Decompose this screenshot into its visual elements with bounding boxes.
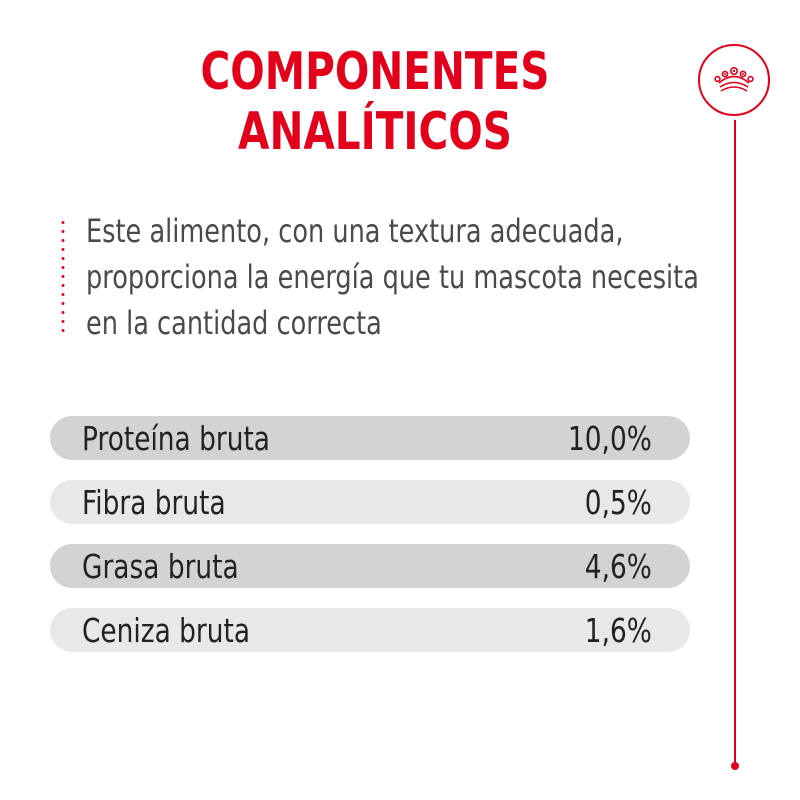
component-label: Ceniza bruta (82, 611, 251, 650)
components-table: Proteína bruta 10,0% Fibra bruta 0,5% Gr… (50, 416, 690, 672)
description-line-3: en la cantidad correcta (86, 304, 382, 342)
brand-logo (698, 44, 770, 116)
component-label: Fibra bruta (82, 483, 226, 522)
description-line-1: Este alimento, con una textura adecuada, (86, 212, 624, 250)
title-line-2: ANALÍTICOS (238, 102, 512, 162)
description-text: Este alimento, con una textura adecuada,… (86, 208, 699, 346)
component-value: 1,6% (584, 611, 652, 650)
component-value: 10,0% (568, 419, 652, 458)
description-line-2: proporciona la energía que tu mascota ne… (86, 258, 699, 296)
table-row: Proteína bruta 10,0% (50, 416, 690, 460)
table-row: Ceniza bruta 1,6% (50, 608, 690, 652)
table-row: Fibra bruta 0,5% (50, 480, 690, 524)
component-label: Proteína bruta (82, 419, 270, 458)
decorative-vertical-line (734, 120, 736, 768)
table-row: Grasa bruta 4,6% (50, 544, 690, 588)
component-value: 4,6% (584, 547, 652, 586)
crown-icon (714, 66, 754, 92)
component-label: Grasa bruta (82, 547, 239, 586)
title-line-1: COMPONENTES (200, 42, 550, 102)
dotted-accent-line (61, 218, 65, 334)
line-end-dot (731, 762, 739, 770)
component-value: 0,5% (584, 483, 652, 522)
page-title: COMPONENTES ANALÍTICOS (200, 42, 551, 162)
